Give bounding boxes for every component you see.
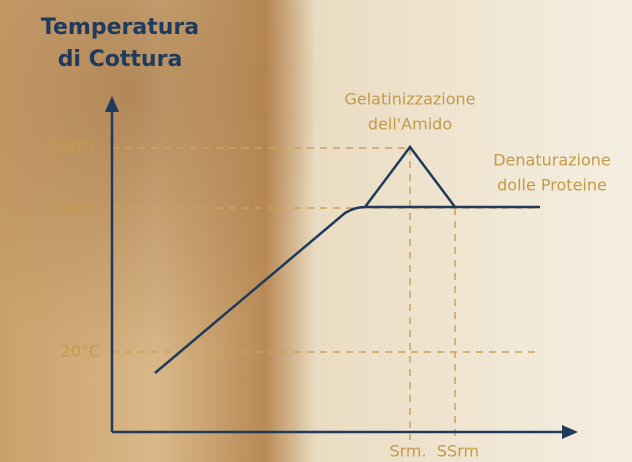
x-label: Srm. [389,442,426,461]
annotation: Denaturazione [493,151,611,170]
x-label: SSrm [437,442,479,461]
y-label: 220°C [50,138,100,157]
title-line: Temperatura [41,15,199,40]
annotation: Gelatinizzazione [344,90,475,109]
annotation: dolle Proteine [497,176,607,195]
diagram: Temperatura di Cottura 220°C 150°C 20°C … [0,0,632,462]
title-line: di Cottura [58,47,183,72]
y-label: 150°C [50,200,100,219]
annotation: dell'Amido [368,115,452,134]
y-label: 20°C [60,342,100,361]
